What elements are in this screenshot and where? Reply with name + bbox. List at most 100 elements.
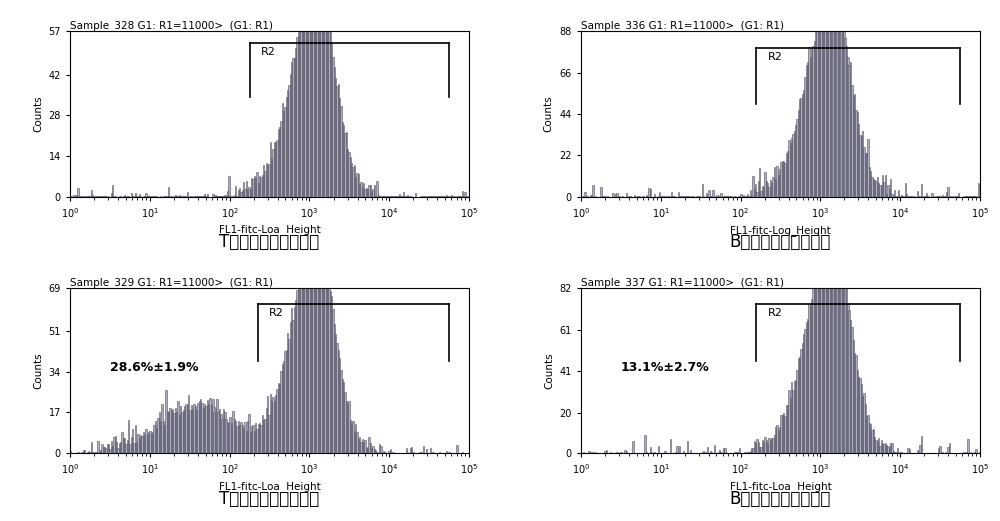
Bar <box>736 452 738 453</box>
Bar <box>917 450 918 453</box>
Bar <box>426 449 427 453</box>
Bar <box>818 259 819 453</box>
Bar <box>889 189 890 197</box>
Bar <box>819 260 820 453</box>
Bar <box>423 446 424 453</box>
Bar <box>155 195 156 197</box>
Bar <box>863 393 865 453</box>
Bar <box>452 196 454 197</box>
Bar <box>354 430 355 453</box>
Bar <box>136 196 137 197</box>
Bar <box>754 441 755 453</box>
Bar <box>327 276 328 453</box>
Bar <box>288 339 290 453</box>
Bar <box>183 196 184 197</box>
Bar <box>383 196 384 197</box>
Bar <box>348 152 350 197</box>
Bar <box>879 185 881 197</box>
Bar <box>592 185 594 197</box>
Bar <box>191 405 192 453</box>
Bar <box>947 187 949 197</box>
Bar <box>946 192 947 197</box>
Bar <box>432 195 434 197</box>
Bar <box>274 142 275 197</box>
Bar <box>263 165 264 197</box>
Bar <box>339 357 340 453</box>
Bar <box>782 415 783 453</box>
Bar <box>239 425 240 453</box>
Bar <box>217 412 219 453</box>
Bar <box>604 451 606 453</box>
Bar <box>290 322 291 453</box>
Bar <box>970 452 971 453</box>
Bar <box>815 278 816 453</box>
Bar <box>322 242 323 453</box>
Bar <box>209 399 211 453</box>
Bar <box>875 440 877 453</box>
Bar <box>275 142 276 197</box>
Bar <box>324 256 326 453</box>
Bar <box>231 196 232 197</box>
Bar <box>751 448 752 453</box>
Bar <box>332 57 334 197</box>
Bar <box>408 196 410 197</box>
Bar <box>213 412 215 453</box>
Bar <box>280 371 282 453</box>
Bar <box>671 192 672 197</box>
Bar <box>949 196 950 197</box>
Bar <box>312 228 314 453</box>
Bar <box>227 423 228 453</box>
Bar <box>891 194 893 197</box>
Bar <box>810 58 811 197</box>
Bar <box>783 413 784 453</box>
Bar <box>795 380 796 453</box>
Bar <box>861 136 862 197</box>
Bar <box>839 251 841 453</box>
Bar <box>782 161 783 197</box>
Bar <box>626 451 627 453</box>
Bar <box>295 48 296 197</box>
Bar <box>108 444 109 453</box>
Bar <box>314 225 315 453</box>
Bar <box>255 178 256 197</box>
Bar <box>120 196 121 197</box>
Bar <box>755 443 756 453</box>
Bar <box>224 195 226 197</box>
Bar <box>664 196 666 197</box>
Bar <box>336 86 338 197</box>
Bar <box>756 439 758 453</box>
Bar <box>367 189 368 197</box>
Bar <box>828 0 830 197</box>
Bar <box>151 433 152 453</box>
Bar <box>746 196 747 197</box>
Bar <box>760 448 762 453</box>
Bar <box>407 195 408 197</box>
Bar <box>390 450 391 453</box>
Bar <box>262 415 263 453</box>
Bar <box>800 98 802 197</box>
Bar <box>590 195 591 197</box>
Bar <box>73 195 75 197</box>
Bar <box>264 171 266 197</box>
Bar <box>304 246 306 453</box>
Bar <box>294 307 295 453</box>
Bar <box>283 110 284 197</box>
Bar <box>155 421 156 453</box>
Bar <box>933 196 934 197</box>
Bar <box>164 425 165 453</box>
Bar <box>203 408 204 453</box>
Bar <box>347 403 348 453</box>
Bar <box>370 185 371 197</box>
Bar <box>251 178 252 197</box>
Bar <box>221 196 223 197</box>
Bar <box>346 401 347 453</box>
Bar <box>359 184 360 197</box>
Bar <box>93 452 95 453</box>
Bar <box>336 343 338 453</box>
Bar <box>91 442 92 453</box>
Bar <box>303 252 304 453</box>
Bar <box>415 193 416 197</box>
Bar <box>963 452 965 453</box>
Bar <box>288 85 290 197</box>
Bar <box>763 442 764 453</box>
